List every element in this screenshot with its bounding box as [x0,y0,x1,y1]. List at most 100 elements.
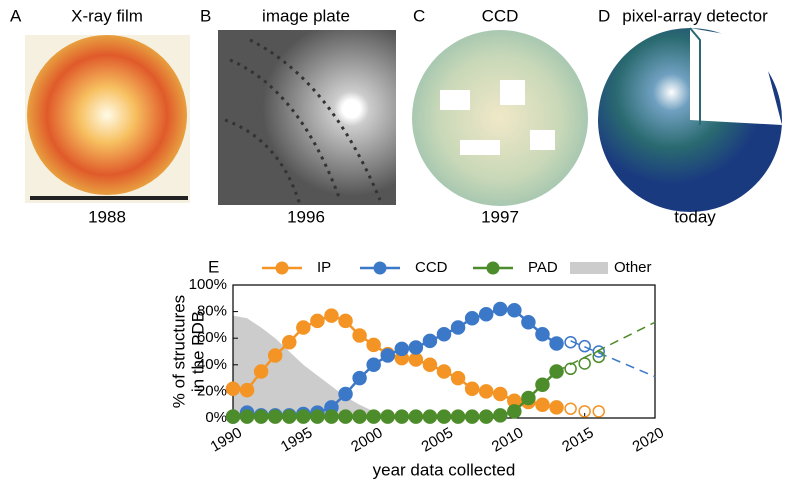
marker [436,364,452,379]
legend-marker [275,261,289,275]
marker [408,340,424,355]
panel-caption: 1997 [481,207,519,226]
marker [394,341,410,357]
legend-label: CCD [415,259,448,276]
marker [422,409,438,424]
legend-marker [486,261,500,275]
legend-swatch [570,262,608,274]
projected-marker [564,402,577,415]
y-tick-label: 80% [197,303,227,320]
panel-letter: D [598,6,610,25]
marker [253,364,269,379]
y-tick-label: 0% [205,409,227,426]
marker [239,409,255,424]
marker [549,336,564,351]
marker [478,384,494,399]
marker [408,409,424,424]
panel-letter: E [208,257,219,276]
panel-caption: today [674,207,716,226]
pad-cutaway [690,28,782,125]
marker [535,397,550,412]
marker [394,409,410,424]
projected-marker [578,357,591,370]
chart: E 0% 20% 40% 60% 80% 100% 1990 1995 2000 2005 2010 2… [169,257,667,479]
marker [225,409,241,424]
marker [450,320,466,335]
x-tick-label: 1995 [278,424,315,455]
marker [535,326,550,342]
marker [352,370,367,386]
marker [493,386,508,402]
marker [535,377,550,392]
marker [464,381,480,396]
panel-title: image plate [262,6,350,25]
marker [267,409,283,424]
x-tick-label: 2020 [630,424,667,455]
marker [324,308,339,323]
film-strip [30,196,188,200]
y-axis-label: % of structures [169,295,188,408]
marker [352,328,367,343]
panel-labels: A X-ray film 1988 B image plate 1996 C CCD 1997 D… [10,6,768,226]
marker [366,337,381,353]
ccd-image [412,30,588,206]
x-tick-label: 1990 [208,424,245,455]
panel-letter: B [200,6,211,25]
marker [296,320,311,335]
marker [478,409,494,424]
panel-title: X-ray film [71,6,143,25]
marker [493,301,508,317]
panel-title: CCD [482,6,519,25]
panel-images [25,27,782,212]
panel-letter: A [10,6,22,25]
projected-marker [592,345,605,358]
pad-edge [689,27,701,125]
x-tick-label: 2015 [559,424,596,455]
marker [450,409,466,424]
film-image [27,35,187,195]
panel-title: pixel-array detector [622,6,768,25]
marker [422,357,438,373]
marker [380,348,395,363]
marker [324,409,339,424]
marker [253,409,269,424]
x-tick-label: 2010 [489,424,526,455]
marker [549,400,564,415]
marker [366,357,381,373]
marker [436,409,452,424]
marker [450,370,466,386]
legend-label: PAD [528,259,558,276]
marker [310,313,325,329]
y-tick-label: 60% [197,329,227,346]
marker [521,314,536,330]
marker [338,386,353,402]
projected-marker [564,335,577,349]
area [233,315,599,418]
panel-caption: 1996 [287,207,325,226]
projected-marker [592,350,605,364]
marker [352,409,367,424]
marker [296,409,311,424]
marker [282,409,297,424]
plate-spots [224,38,382,206]
marker [507,303,522,318]
legend-label: Other [614,259,652,276]
marker [422,333,438,349]
legend-marker [373,261,387,275]
marker [436,326,452,342]
marker [549,364,564,379]
marker [338,409,353,424]
y-tick-label: 100% [189,276,227,293]
marker [464,311,480,326]
projected-marker [564,362,577,376]
legend-label: IP [317,259,331,276]
marker [521,390,536,406]
marker [507,404,522,419]
projected-marker [592,405,605,418]
marker [380,409,395,424]
marker [464,409,480,424]
marker [338,313,353,329]
ccd-holes [440,80,555,155]
